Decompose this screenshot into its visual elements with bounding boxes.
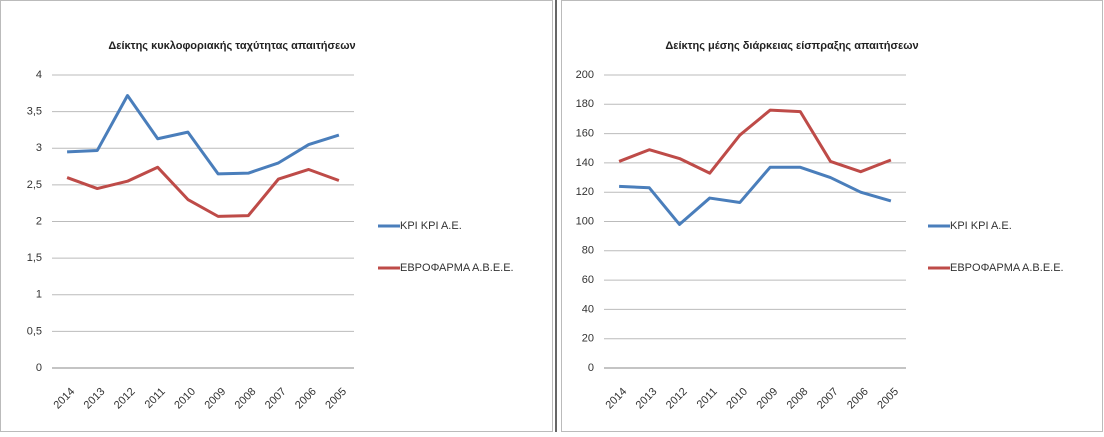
y-tick-label: 100 — [576, 215, 594, 227]
legend-label: ΚΡΙ ΚΡΙ Α.Ε. — [950, 220, 1012, 232]
chart-title: Δείκτης μέσης διάρκειας είσπραξης απαιτή… — [665, 40, 918, 52]
y-tick-label: 160 — [576, 128, 594, 140]
y-tick-label: 200 — [576, 69, 594, 81]
y-tick-label: 80 — [582, 245, 594, 257]
y-tick-label: 140 — [576, 157, 594, 169]
y-tick-label: 20 — [582, 333, 594, 345]
series-line — [66, 165, 340, 218]
panel-frame — [561, 0, 1103, 432]
panel-frame — [0, 0, 553, 432]
y-tick-label: 2,5 — [27, 179, 42, 191]
legend-label: ΕΒΡΟΦΑΡΜΑ Α.Β.Ε.Ε. — [400, 262, 514, 274]
y-tick-label: 180 — [576, 98, 594, 110]
y-tick-label: 1,5 — [27, 252, 42, 264]
y-tick-label: 3,5 — [27, 106, 42, 118]
series-line — [67, 94, 340, 176]
y-tick-label: 0,5 — [27, 325, 42, 337]
y-tick-label: 4 — [36, 69, 42, 81]
y-tick-label: 0 — [588, 362, 594, 374]
series-line — [619, 165, 892, 226]
y-tick-label: 60 — [582, 274, 594, 286]
y-tick-label: 40 — [582, 303, 594, 315]
legend-label: ΚΡΙ ΚΡΙ Α.Ε. — [400, 220, 462, 232]
legend-label: ΕΒΡΟΦΑΡΜΑ Α.Β.Ε.Ε. — [950, 262, 1064, 274]
y-tick-label: 1 — [36, 289, 42, 301]
y-tick-label: 3 — [36, 142, 42, 154]
y-tick-label: 120 — [576, 186, 594, 198]
y-tick-label: 0 — [36, 362, 42, 374]
y-tick-label: 2 — [36, 215, 42, 227]
series-line — [618, 108, 892, 175]
chart-title: Δείκτης κυκλοφοριακής ταχύτητας απαιτήσε… — [108, 40, 355, 52]
